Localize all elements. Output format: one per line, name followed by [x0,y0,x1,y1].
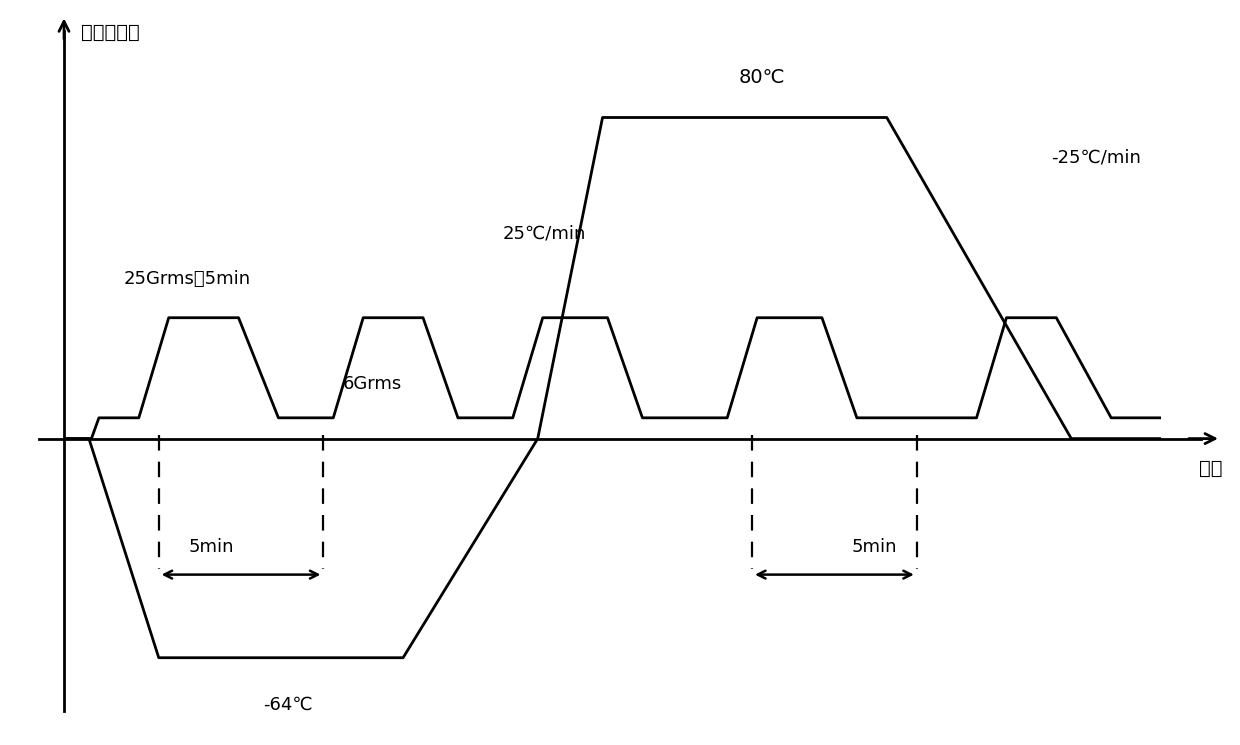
Text: -25℃/min: -25℃/min [1052,148,1141,167]
Text: 5min: 5min [852,538,898,556]
Text: 5min: 5min [188,538,234,556]
Text: 6Grms: 6Grms [343,375,403,393]
Text: 温度、振动: 温度、振动 [82,23,140,42]
Text: 时间: 时间 [1199,460,1223,478]
Text: 80℃: 80℃ [739,69,785,87]
Text: 25Grms，5min: 25Grms，5min [124,270,250,288]
Text: 25℃/min: 25℃/min [502,224,587,242]
Text: -64℃: -64℃ [264,696,314,714]
